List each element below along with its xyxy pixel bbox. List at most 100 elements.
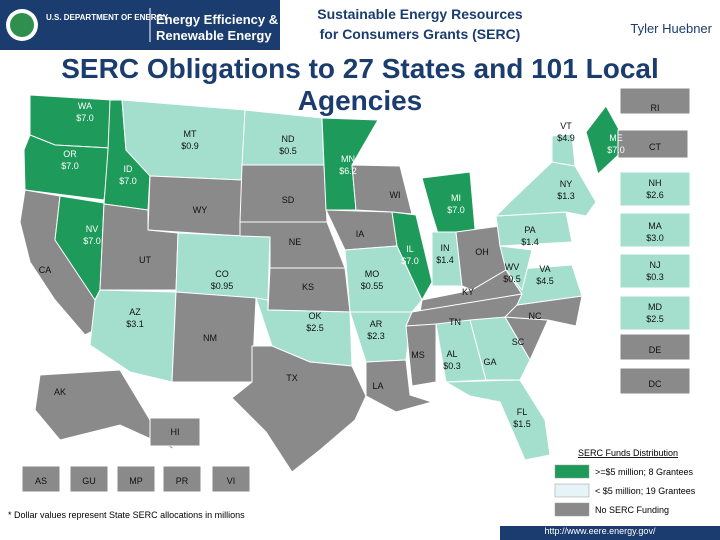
state-label: VI: [227, 476, 236, 486]
state-label: GA: [483, 357, 496, 367]
logo-block: [0, 0, 280, 50]
state-amount: $7.0: [447, 205, 465, 215]
state-label: SC: [512, 337, 525, 347]
url: http://www.eere.energy.gov/: [545, 526, 656, 536]
state-labels: WA $7.0 OR $7.0 CA NV $7.0 ID $7.0 MT $0.9 WY UT AZ $3…: [35, 101, 664, 486]
state-label: NV: [86, 224, 99, 234]
state-label: KY: [462, 287, 474, 297]
state-label: IL: [406, 244, 414, 254]
legend-swatch: [554, 502, 590, 517]
state-label: MN: [341, 154, 355, 164]
state-label: OH: [475, 247, 489, 257]
state-label: LA: [372, 381, 383, 391]
state-box: [619, 295, 691, 331]
state-shape: [469, 316, 531, 381]
state-label: NY: [560, 179, 573, 189]
state-label: OR: [63, 149, 77, 159]
footer-bar: [500, 526, 720, 540]
state-label: FL: [517, 407, 528, 417]
state-amount: $0.55: [361, 281, 384, 291]
state-label: GU: [82, 476, 96, 486]
state-label: VT: [560, 121, 572, 131]
legend-label: >=$5 million; 8 Grantees: [595, 467, 694, 477]
state-label: NC: [529, 311, 542, 321]
state-label: MA: [648, 221, 662, 231]
state-label: PR: [176, 476, 189, 486]
state-shape: [351, 164, 413, 215]
state-label: SD: [282, 195, 295, 205]
state-label: CT: [649, 142, 661, 152]
state-box: [619, 367, 691, 395]
state-amount: $7.0: [119, 176, 137, 186]
logo-seal-inner: [10, 13, 34, 37]
state-shape: [551, 133, 576, 167]
state-shape: [365, 359, 434, 413]
state-shape: [231, 345, 367, 473]
state-label: CA: [39, 265, 52, 275]
state-shape: [239, 164, 328, 223]
state-amount: $0.3: [443, 361, 461, 371]
state-amount: $2.6: [646, 190, 664, 200]
state-label: VA: [539, 264, 550, 274]
state-amount: $0.9: [181, 141, 199, 151]
state-label: AR: [370, 319, 383, 329]
state-label: PA: [524, 225, 535, 235]
state-label: NM: [203, 333, 217, 343]
state-amount: $1.4: [521, 237, 539, 247]
state-shape: [494, 161, 597, 217]
state-label: TN: [449, 317, 461, 327]
state-box: [116, 465, 156, 493]
legend: SERC Funds Distribution >=$5 million; 8 G…: [554, 448, 696, 517]
state-amount: $0.3: [646, 272, 664, 282]
state-label: MD: [648, 302, 662, 312]
presenter: Tyler Huebner: [630, 21, 712, 36]
state-amount: $3.1: [126, 319, 144, 329]
office-line: Renewable Energy: [156, 28, 272, 43]
state-label: WV: [505, 262, 520, 272]
state-label: WY: [193, 205, 208, 215]
state-amount: $7.0: [607, 145, 625, 155]
state-label: AS: [35, 476, 47, 486]
program-line: for Consumers Grants (SERC): [320, 26, 521, 42]
state-amount: $1.3: [557, 191, 575, 201]
state-amount: $7.0: [401, 256, 419, 266]
state-box: [162, 465, 202, 493]
state-amount: $7.0: [76, 113, 94, 123]
state-amount: $7.0: [61, 161, 79, 171]
state-amount: $7.0: [83, 236, 101, 246]
state-box: [619, 253, 691, 289]
state-shape: [89, 289, 177, 383]
state-label: RI: [651, 103, 660, 113]
state-amount: $2.5: [306, 323, 324, 333]
legend-label: < $5 million; 19 Grantees: [595, 486, 696, 496]
state-label: NH: [649, 178, 662, 188]
state-amount: $0.95: [211, 281, 234, 291]
office-line: Energy Efficiency &: [156, 12, 278, 27]
state-box: [21, 465, 61, 493]
state-label: WA: [78, 101, 92, 111]
state-label: MI: [451, 193, 461, 203]
state-shape: [405, 323, 437, 387]
legend-label: No SERC Funding: [595, 505, 669, 515]
state-label: OK: [308, 311, 321, 321]
state-label: AL: [446, 349, 457, 359]
state-shape: [391, 211, 433, 302]
state-label: CO: [215, 269, 229, 279]
state-label: MP: [129, 476, 143, 486]
legend-swatch: [554, 483, 590, 498]
program-line: Sustainable Energy Resources: [317, 6, 523, 22]
state-label: ME: [609, 133, 623, 143]
state-label: KS: [302, 282, 314, 292]
state-amount: $0.5: [279, 146, 297, 156]
slide-title: Agencies: [298, 85, 423, 116]
state-box: [619, 87, 691, 115]
state-amount: $4.9: [557, 133, 575, 143]
state-amount: $2.5: [646, 314, 664, 324]
state-amount: $0.5: [503, 274, 521, 284]
state-label: UT: [139, 255, 151, 265]
state-box: [619, 333, 691, 361]
footnote: * Dollar values represent State SERC all…: [8, 510, 245, 520]
state-label: MS: [411, 350, 425, 360]
state-box: [617, 129, 689, 159]
